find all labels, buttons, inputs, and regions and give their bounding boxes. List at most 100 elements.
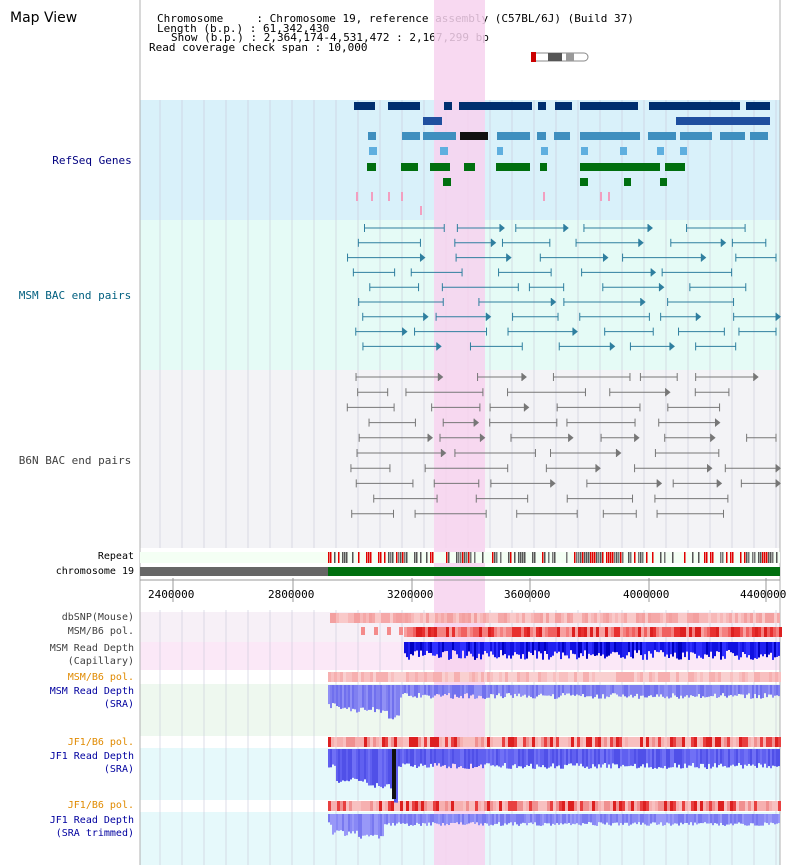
repeat-mark [580,552,582,563]
jf1-pol2-cell [706,801,709,811]
jf1-trim-bar [436,814,438,824]
msm-pol2-cell [733,672,736,682]
jf1-trim-bar [706,814,708,824]
repeat-mark [420,552,422,563]
jf1-trim-bar [648,814,650,826]
jf1-pol2-cell [649,801,652,811]
repeat-mark [542,552,544,563]
jf1-pol-cell [601,737,604,747]
msm-pol2-cell [463,672,466,682]
jf1-trim-bar [756,814,758,826]
jf1-sra-bar [452,749,454,764]
jf1-trim-bar [340,814,342,831]
axis-tick-label: 3600000 [504,588,551,601]
jf1-sra-bar [366,749,368,783]
jf1-trim-bar [356,814,358,831]
msm-pol2-cell [364,672,367,682]
dbsnp-cell [456,613,459,623]
jf1-sra-bar [470,749,472,764]
jf1-pol-cell [688,737,691,747]
jf1-pol2-cell [328,801,331,811]
repeat-mark [610,552,612,563]
jf1-pol-cell [559,737,562,747]
jf1-trim-bar [542,814,544,826]
msm-pol-cell [527,627,530,637]
jf1-trim-bar [716,814,718,824]
jf1-sra-bar [602,749,604,765]
msm-pol2-cell [436,672,439,682]
dbsnp-cell [615,613,618,623]
jf1-trim-bar [460,814,462,823]
msm-sra-bar [588,685,590,697]
jf1-sra-bar [750,749,752,766]
msm-capillary-bar [518,642,520,655]
msm-sra-bar [608,685,610,698]
track-label-msm-depth-sra-2: (SRA) [103,699,134,710]
jf1-sra-bar [736,749,738,766]
jf1-trim-bar [480,814,482,824]
jf1-sra-bar [686,749,688,768]
jf1-pol-cell [634,737,637,747]
msm-pol2-cell [646,672,649,682]
msm-capillary-bar [706,642,708,655]
dbsnp-cell [666,613,669,623]
jf1-pol2-cell [331,801,334,811]
msm-capillary-bar [710,642,712,652]
msm-sra-bar [366,685,368,711]
gene-block [746,102,770,110]
msm-sra-bar [600,685,602,699]
msm-sra-bar [598,685,600,699]
repeat-mark [574,552,576,563]
msm-pol2-cell [361,672,364,682]
msm-sra-bar [528,685,530,696]
msm-pol-cell [551,627,554,637]
dbsnp-cell [489,613,492,623]
jf1-trim-bar [672,814,674,825]
track-label-chromosome: chromosome 19 [55,566,134,577]
msm-capillary-bar [642,642,644,660]
jf1-trim-bar [394,814,396,826]
repeat-mark [352,552,354,563]
msm-capillary-bar [530,642,532,653]
jf1-pol-cell [610,737,613,747]
jf1-sra-bar [550,749,552,767]
msm-bac-pair-arrow [499,224,505,232]
msm-capillary-bar [440,642,442,658]
msm-sra-bar [704,685,706,698]
msm-pol2-cell [370,672,373,682]
msm-sra-bar [580,685,582,697]
jf1-pol-cell [595,737,598,747]
jf1-pol2-cell [703,801,706,811]
msm-pol2-cell [547,672,550,682]
jf1-pol-cell [724,737,727,747]
jf1-trim-bar [702,814,704,824]
msm-pol2-cell [346,672,349,682]
jf1-trim-bar [384,814,386,825]
jf1-trim-bar [558,814,560,825]
msm-capillary-bar [736,642,738,656]
msm-pol-cell [407,627,410,637]
msm-pol2-cell [562,672,565,682]
jf1-trim-bar [686,814,688,823]
msm-sra-bar [756,685,758,699]
jf1-pol2-cell [607,801,610,811]
info-coverage: Read coverage check span : 10,000 [149,42,368,53]
jf1-pol2-cell [715,801,718,811]
jf1-sra-bar [380,749,382,787]
jf1-sra-bar [440,749,442,767]
msm-pol-cell [449,627,452,637]
jf1-trim-bar [638,814,640,823]
msm-capillary-bar [406,642,408,658]
jf1-sra-bar [346,749,348,781]
jf1-pol-cell [424,737,427,747]
jf1-pol-cell [346,737,349,747]
dbsnp-cell [534,613,537,623]
repeat-mark [684,552,686,563]
msm-pol-cell [752,627,755,637]
repeat-mark [416,552,418,563]
msm-sra-bar [574,685,576,696]
msm-bac-pair-arrow [669,342,675,351]
msm-sra-bar [700,685,702,698]
msm-pol2-cell [445,672,448,682]
